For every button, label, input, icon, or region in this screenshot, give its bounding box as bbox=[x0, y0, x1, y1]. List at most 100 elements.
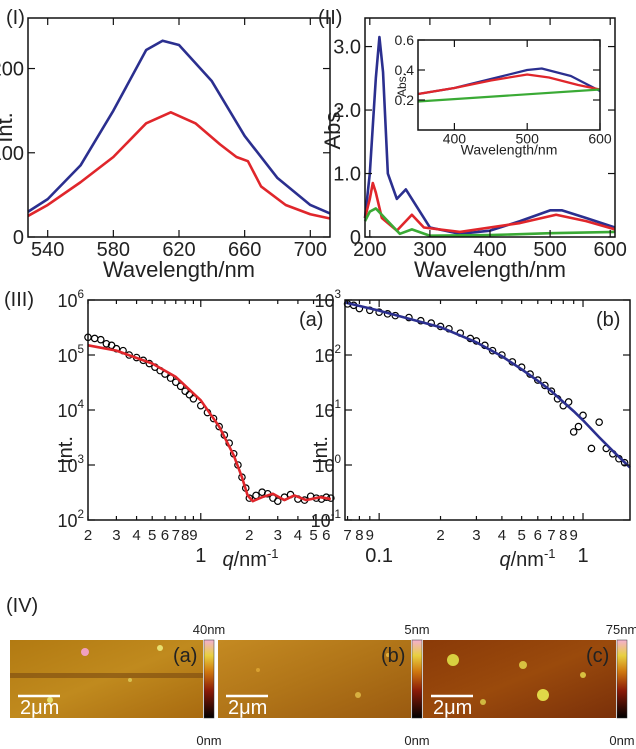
color-bar-max: 40nm bbox=[193, 622, 226, 637]
data-point bbox=[574, 422, 583, 431]
x-tick-label: 7 bbox=[547, 527, 555, 544]
x-tick-label: 8 bbox=[559, 527, 567, 544]
x-tick-label: 5 bbox=[148, 527, 156, 544]
y-tick-label: 0.6 bbox=[395, 32, 415, 48]
x-tick-label: 200 bbox=[353, 239, 386, 261]
y-tick-base: 10 bbox=[57, 291, 77, 311]
y-tick-base: 10 bbox=[57, 401, 77, 421]
x-tick-label: 9 bbox=[570, 527, 578, 544]
x-tick-label: 500 bbox=[516, 130, 540, 146]
afm-image bbox=[218, 640, 411, 718]
line bbox=[363, 207, 616, 238]
afm-particle bbox=[157, 645, 163, 651]
y-tick-label: 200 bbox=[0, 59, 24, 81]
x-axis-unit: /nm bbox=[511, 549, 544, 571]
x-tick-label: 9 bbox=[189, 527, 197, 544]
data-point bbox=[215, 422, 223, 431]
scale-bar-label: 2μm bbox=[20, 697, 59, 719]
data-point bbox=[189, 394, 198, 403]
y-tick-base: 10 bbox=[311, 511, 331, 531]
data-point bbox=[102, 339, 111, 348]
x-tick-label: 4 bbox=[498, 527, 506, 544]
x-axis-exponent: -1 bbox=[267, 546, 279, 561]
x-tick-label: 6 bbox=[322, 527, 330, 544]
x-axis-label: q/nm-1 bbox=[222, 546, 278, 571]
x-tick-label: 8 bbox=[181, 527, 189, 544]
y-tick-base: 10 bbox=[57, 511, 77, 531]
data-point bbox=[587, 444, 596, 453]
x-tick-label: 5 bbox=[309, 527, 317, 544]
subplot-label: (a) bbox=[299, 309, 323, 331]
data-point bbox=[595, 418, 603, 427]
y-tick-base: 10 bbox=[314, 346, 334, 366]
x-tick-label: 4 bbox=[132, 527, 140, 544]
y-axis-label: Int. bbox=[310, 436, 332, 464]
y-axis-label: Int. bbox=[55, 436, 77, 464]
y-tick-label: 103 bbox=[314, 288, 341, 311]
x-tick-label: 620 bbox=[162, 239, 195, 261]
panel-label: (II) bbox=[318, 7, 342, 29]
x-tick-label: 6 bbox=[161, 527, 169, 544]
y-tick-label: 1.0 bbox=[333, 164, 361, 186]
y-tick-label: 3.0 bbox=[333, 37, 361, 59]
y-tick-exponent: 1 bbox=[334, 398, 341, 411]
afm-particle bbox=[81, 648, 89, 656]
afm-particle bbox=[580, 672, 586, 678]
afm-particle bbox=[386, 653, 390, 657]
y-tick-label: 0.2 bbox=[395, 92, 415, 108]
plot-area bbox=[363, 35, 616, 238]
afm-particle bbox=[537, 689, 549, 701]
x-tick-label: 7 bbox=[172, 527, 180, 544]
x-tick-label: 1 bbox=[577, 545, 588, 567]
panel-label: (I) bbox=[6, 7, 25, 29]
x-tick-label: 3 bbox=[472, 527, 480, 544]
image-label: (c) bbox=[586, 645, 609, 667]
y-tick-label: 103 bbox=[57, 453, 84, 476]
x-axis-label: Wavelength/nm bbox=[414, 257, 566, 282]
data-point bbox=[620, 458, 629, 467]
x-tick-label: 700 bbox=[294, 239, 327, 261]
afm-particle bbox=[128, 678, 132, 682]
y-tick-label: 100 bbox=[314, 453, 341, 476]
line bbox=[27, 39, 331, 215]
y-axis-label: Abs. bbox=[395, 73, 409, 97]
y-tick-exponent: 0 bbox=[334, 453, 341, 466]
y-tick-label: 10-1 bbox=[311, 508, 341, 531]
data-point bbox=[541, 381, 549, 390]
y-tick-exponent: 2 bbox=[334, 343, 341, 356]
panel-label: (III) bbox=[4, 289, 34, 311]
x-tick-label: 3 bbox=[112, 527, 120, 544]
color-bar-min: 0nm bbox=[404, 733, 429, 748]
color-bar bbox=[203, 639, 215, 719]
y-tick-exponent: 3 bbox=[334, 288, 341, 301]
data-point bbox=[273, 497, 282, 505]
x-tick-label: 0.1 bbox=[365, 545, 393, 567]
y-tick-label: 106 bbox=[57, 288, 84, 311]
y-tick-base: 10 bbox=[314, 291, 334, 311]
line bbox=[417, 88, 601, 103]
axes-frame bbox=[417, 39, 601, 131]
y-tick-exponent: -1 bbox=[331, 508, 341, 521]
data-point bbox=[171, 378, 180, 387]
y-tick-exponent: 4 bbox=[77, 398, 84, 411]
x-tick-label: 4 bbox=[294, 527, 302, 544]
y-tick-exponent: 2 bbox=[77, 508, 84, 521]
data-point bbox=[245, 494, 254, 502]
image-label: (a) bbox=[173, 645, 197, 667]
afm-stripe bbox=[10, 673, 203, 678]
inset-background bbox=[418, 40, 600, 130]
scale-bar-label: 2μm bbox=[433, 697, 472, 719]
y-tick-label: 0 bbox=[13, 227, 24, 249]
line bbox=[363, 181, 616, 234]
color-bar bbox=[616, 639, 628, 719]
subplot-label: (b) bbox=[596, 309, 620, 331]
x-tick-label: 660 bbox=[228, 239, 261, 261]
plot-area bbox=[27, 39, 331, 220]
y-axis-label: Int. bbox=[0, 112, 17, 143]
x-tick-label: 6 bbox=[534, 527, 542, 544]
line bbox=[363, 35, 616, 236]
color-bar-min: 0nm bbox=[196, 733, 221, 748]
data-point bbox=[96, 335, 105, 344]
x-axis-label: Wavelength/nm bbox=[461, 142, 558, 158]
